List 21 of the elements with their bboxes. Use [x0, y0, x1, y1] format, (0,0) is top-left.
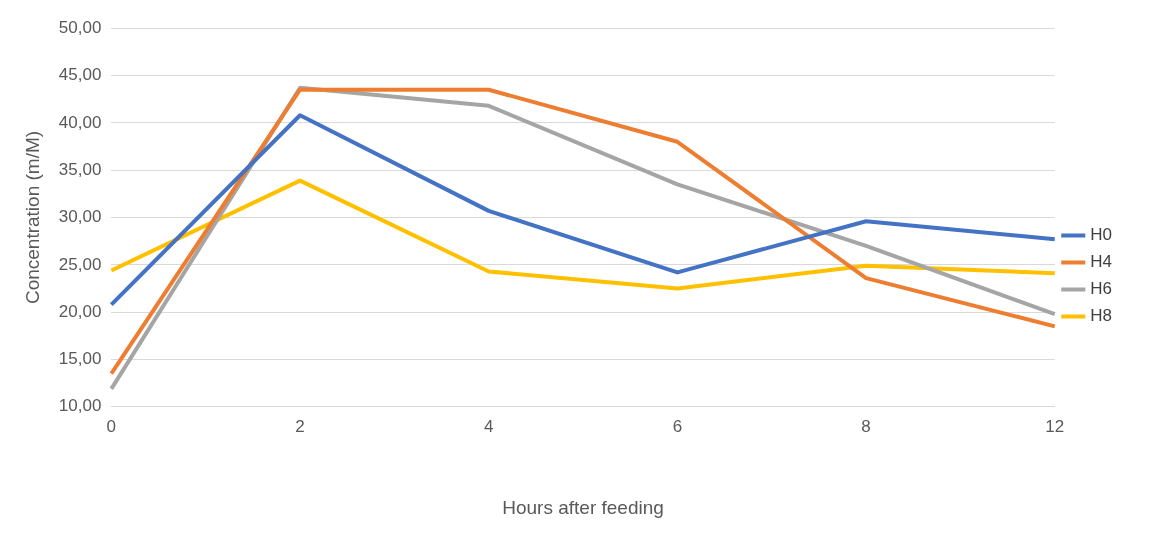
y-tick-label: 10,00: [58, 396, 102, 416]
y-tick-label: 20,00: [58, 301, 102, 321]
y-tick-label: 15,00: [58, 349, 102, 369]
x-tick-label: 6: [672, 416, 683, 436]
y-tick-label: 35,00: [58, 159, 102, 179]
y-tick-label: 40,00: [58, 112, 102, 132]
y-tick-label: 50,00: [58, 17, 102, 37]
x-tick-label: 0: [106, 416, 117, 436]
x-axis-title: Hours after feeding: [502, 496, 664, 518]
x-tick-label: 12: [1045, 416, 1065, 436]
x-tick-label: 2: [295, 416, 305, 436]
legend-label: H6: [1090, 279, 1112, 299]
legend-label: H0: [1090, 225, 1112, 245]
y-axis-title: Concentration (m/M): [21, 130, 43, 305]
x-tick-label: 8: [861, 416, 871, 436]
legend-label: H4: [1090, 252, 1112, 272]
y-tick-label: 30,00: [58, 207, 102, 227]
legend-label: H8: [1090, 306, 1112, 326]
y-tick-label: 25,00: [58, 254, 102, 274]
y-tick-label: 45,00: [58, 65, 102, 85]
x-tick-label: 4: [483, 416, 494, 436]
